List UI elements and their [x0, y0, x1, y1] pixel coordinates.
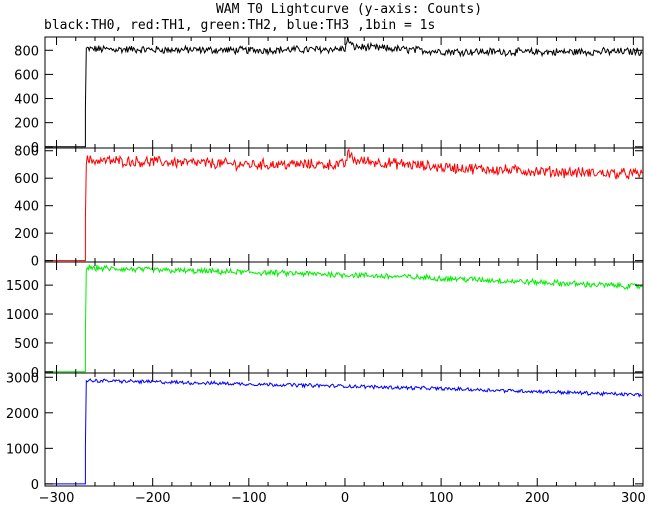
y-tick-label: 0 — [31, 141, 39, 156]
panel-th2: 0 500 1000 1500 — [6, 261, 644, 381]
chart-subtitle: black:TH0, red:TH1, green:TH2, blue:TH3 … — [44, 18, 435, 33]
panel-frame — [44, 36, 644, 149]
series-line-th3 — [45, 378, 642, 485]
y-tick-label: 200 — [14, 117, 39, 132]
series-line-th1 — [45, 148, 643, 262]
series-line-th2 — [45, 263, 643, 373]
x-tick-label: 0 — [341, 491, 349, 505]
x-tick-label: 200 — [525, 491, 550, 505]
y-tick-label: 1000 — [6, 308, 39, 323]
panel-th3: 0 1000 2000 3000 — [6, 371, 644, 493]
y-tick-label: 800 — [14, 44, 39, 59]
y-tick-label: 1500 — [6, 279, 39, 294]
y-tick-label: 400 — [14, 200, 39, 215]
x-tick-label: 300 — [621, 491, 646, 505]
panel-th1: 0 200 400 600 800 — [14, 145, 644, 270]
y-tick-label: 200 — [14, 227, 39, 242]
y-tick-label: 600 — [14, 68, 39, 83]
chart-title: WAM T0 Lightcurve (y-axis: Counts) — [216, 2, 482, 17]
x-tick-label: −300 — [39, 491, 75, 505]
y-tick-label: 0 — [31, 478, 39, 493]
y-tick-label: 1000 — [6, 442, 39, 457]
panel-frame — [44, 372, 644, 487]
series-line-th0 — [45, 36, 643, 148]
panel-frame — [44, 261, 644, 374]
y-tick-label: 500 — [14, 337, 39, 352]
y-tick-label: 2000 — [6, 407, 39, 422]
y-tick-label: 0 — [31, 255, 39, 270]
panels-group: 0200400600800020040060080005001000150001… — [6, 36, 646, 505]
y-tick-label: 0 — [31, 366, 39, 381]
y-tick-label: 3000 — [6, 371, 39, 386]
x-tick-label: −200 — [135, 491, 171, 505]
y-tick-label: 800 — [14, 145, 39, 160]
x-tick-label: −100 — [231, 491, 267, 505]
panel-th0: 0 200 400 600 800 — [14, 36, 644, 156]
x-tick-label: 100 — [429, 491, 454, 505]
y-tick-label: 400 — [14, 93, 39, 108]
y-tick-label: 600 — [14, 172, 39, 187]
